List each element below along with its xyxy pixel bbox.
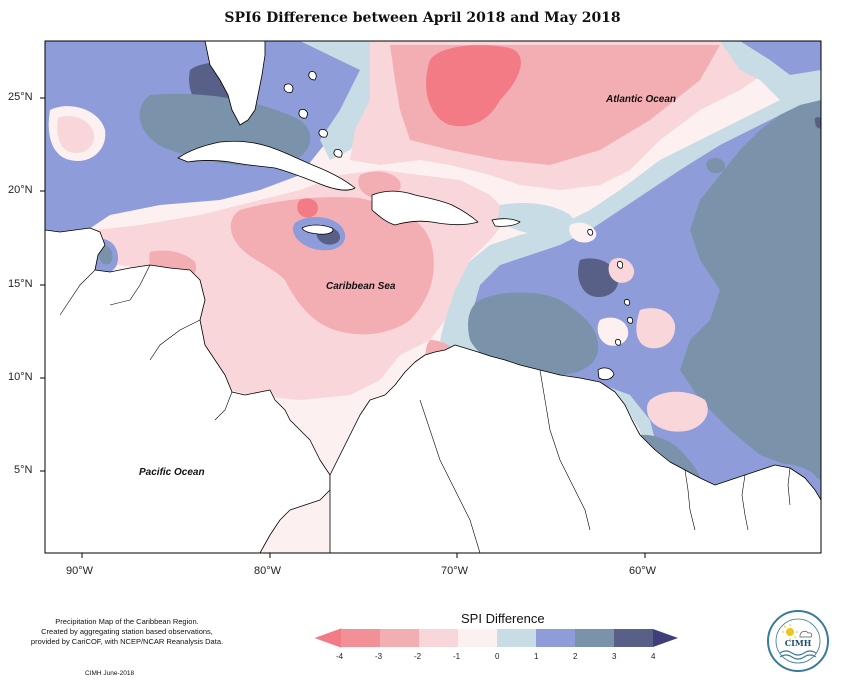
credits-footer: CIMH June-2018 bbox=[85, 670, 135, 677]
legend-tick: -4 bbox=[336, 652, 344, 661]
credits-line-1: Precipitation Map of the Caribbean Regio… bbox=[55, 617, 199, 626]
legend-tick: -2 bbox=[414, 652, 422, 661]
land-florida bbox=[204, 41, 266, 126]
region-atlantic-red bbox=[426, 45, 521, 127]
ytick-20n: 20°N bbox=[8, 184, 33, 196]
map-title: SPI6 Difference between April 2018 and M… bbox=[224, 10, 621, 26]
legend-swatch-3 bbox=[458, 629, 497, 647]
country-borders bbox=[59, 264, 791, 553]
land-masses bbox=[45, 41, 821, 553]
region-caribbean-deeppink bbox=[230, 197, 434, 335]
legend-swatch-2 bbox=[419, 629, 458, 647]
cimh-logo: CIMH bbox=[767, 610, 829, 672]
legend-tick: -1 bbox=[453, 652, 461, 661]
credits: Precipitation Map of the Caribbean Regio… bbox=[12, 617, 242, 647]
legend-arrow-right bbox=[653, 629, 678, 647]
legend-title: SPI Difference bbox=[461, 611, 545, 626]
land-puerto-rico bbox=[491, 218, 521, 227]
legend-colorbar bbox=[314, 628, 678, 648]
axis-ticks bbox=[40, 97, 646, 558]
legend-tick: 2 bbox=[573, 652, 578, 661]
xtick-70w: 70°W bbox=[441, 565, 469, 577]
sun-icon bbox=[786, 628, 794, 636]
logo-text: CIMH bbox=[785, 638, 812, 648]
legend-arrow-left bbox=[314, 628, 342, 648]
land-jamaica bbox=[301, 224, 334, 235]
wave-icon bbox=[779, 650, 817, 656]
legend-tick: 1 bbox=[534, 652, 539, 661]
region-east-grey bbox=[680, 100, 821, 480]
map-fill bbox=[45, 41, 821, 553]
land-south-america bbox=[329, 344, 821, 553]
legend-swatch-4 bbox=[497, 629, 536, 647]
land-cuba bbox=[177, 140, 356, 191]
ytick-10n: 10°N bbox=[8, 371, 33, 383]
legend-swatch-5 bbox=[536, 629, 575, 647]
legend-tick: 3 bbox=[612, 652, 617, 661]
label-pacific-ocean: Pacific Ocean bbox=[139, 467, 205, 478]
legend-swatch-1 bbox=[380, 629, 419, 647]
xtick-80w: 80°W bbox=[254, 565, 282, 577]
map-frame bbox=[44, 40, 822, 554]
ytick-5n: 5°N bbox=[14, 464, 33, 476]
legend-tick: 0 bbox=[495, 652, 500, 661]
ytick-15n: 15°N bbox=[8, 278, 33, 290]
cloud-icon bbox=[799, 630, 813, 638]
legend-tick: 4 bbox=[651, 652, 656, 661]
xtick-90w: 90°W bbox=[66, 565, 94, 577]
credits-line-3: provided by CariCOF, with NCEP/NCAR Rean… bbox=[30, 637, 224, 646]
land-hispaniola bbox=[371, 190, 479, 226]
ytick-25n: 25°N bbox=[8, 91, 33, 103]
legend-swatch-6 bbox=[575, 629, 614, 647]
xtick-60w: 60°W bbox=[629, 565, 657, 577]
legend-tick: -3 bbox=[375, 652, 383, 661]
legend-swatch-7 bbox=[614, 629, 653, 647]
label-caribbean-sea: Caribbean Sea bbox=[326, 281, 396, 292]
label-atlantic-ocean: Atlantic Ocean bbox=[606, 94, 677, 105]
credits-line-2: Created by aggregating station based obs… bbox=[41, 627, 213, 636]
